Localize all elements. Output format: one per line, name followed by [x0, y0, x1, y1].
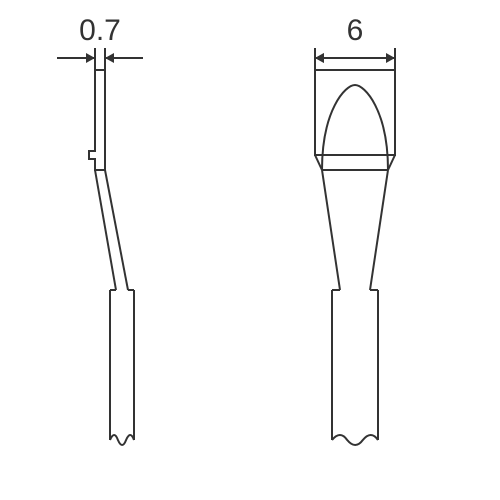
right-dim-label: 6 [347, 14, 364, 47]
left-dim-label: 0.7 [79, 14, 121, 47]
right-view: 6 [315, 14, 395, 445]
left-view: 0.7 [57, 14, 143, 445]
